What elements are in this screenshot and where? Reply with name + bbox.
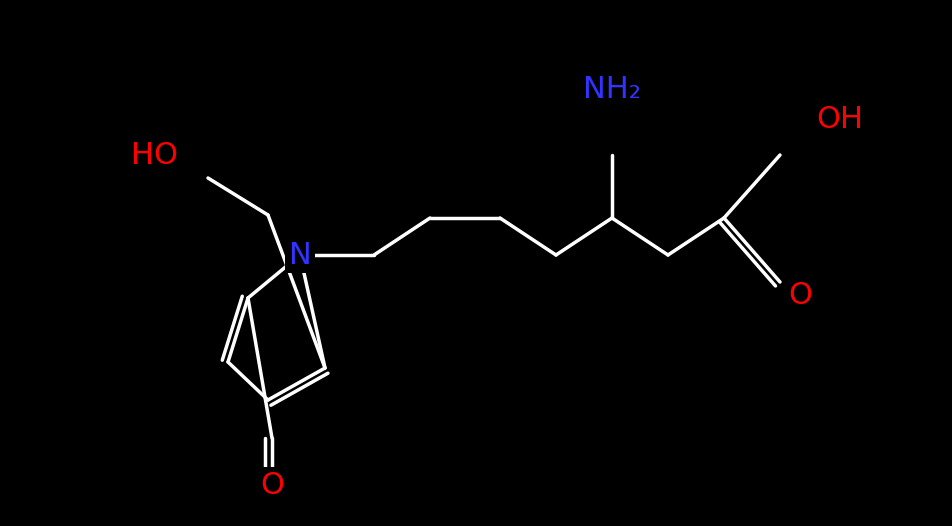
- Text: OH: OH: [817, 106, 863, 135]
- Text: NH₂: NH₂: [583, 76, 641, 105]
- Text: O: O: [260, 470, 284, 500]
- Text: HO: HO: [131, 140, 179, 169]
- Text: O: O: [788, 280, 812, 309]
- Text: N: N: [288, 240, 311, 269]
